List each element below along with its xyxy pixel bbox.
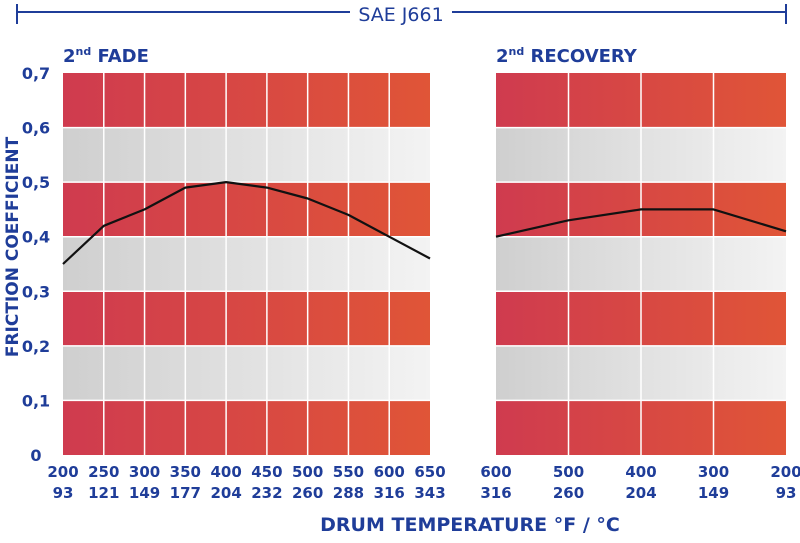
fade-panel: 200 93 250 121 300 149 350 177 400 204 450 232 500 26… (47, 73, 445, 502)
x-tick-label-c: 204 (210, 484, 241, 502)
panel-title-recovery-main: 2 (496, 46, 509, 67)
x-tick-label-c: 288 (333, 484, 364, 502)
y-axis-label: FRICTION COEFFICIENT (3, 136, 23, 357)
x-tick-label-c: 93 (53, 484, 74, 502)
x-tick-label-f: 300 (698, 463, 729, 481)
x-tick-label-c: 204 (625, 484, 656, 502)
header-title: SAE J661 (358, 4, 443, 26)
x-tick-label-f: 450 (251, 463, 282, 481)
x-tick-label-f: 200 (770, 463, 800, 481)
band (63, 291, 430, 346)
x-tick-label-c: 149 (698, 484, 729, 502)
panel-title-fade-sup: nd (76, 45, 92, 58)
x-tick-label-c: 260 (292, 484, 323, 502)
panel-title-fade: 2nd FADE (63, 45, 149, 67)
x-tick-label-f: 250 (88, 463, 119, 481)
band (63, 237, 430, 292)
y-tick-label: 0,5 (22, 173, 50, 192)
band (63, 128, 430, 183)
x-tick-label-f: 300 (129, 463, 160, 481)
x-tick-label-c: 343 (414, 484, 445, 502)
x-tick-label-f: 350 (170, 463, 201, 481)
x-tick-label-f: 600 (374, 463, 405, 481)
panel-title-fade-rest: FADE (91, 46, 149, 67)
panel-title-recovery-rest: RECOVERY (524, 46, 638, 67)
x-tick-label-c: 316 (374, 484, 405, 502)
x-tick-label-c: 149 (129, 484, 160, 502)
x-tick-label-f: 650 (414, 463, 445, 481)
x-tick-label-c: 232 (251, 484, 282, 502)
y-tick-label: 0,1 (22, 391, 50, 410)
panel-title-recovery-sup: nd (509, 45, 525, 58)
x-tick-label-f: 550 (333, 463, 364, 481)
x-tick-label-f: 600 (480, 463, 511, 481)
x-tick-label-f: 400 (210, 463, 241, 481)
band (63, 73, 430, 128)
y-tick-label: 0,7 (22, 64, 50, 83)
x-tick-label-f: 500 (553, 463, 584, 481)
y-tick-label: 0,6 (22, 119, 50, 138)
x-tick-label-c: 316 (480, 484, 511, 502)
panel-title-fade-main: 2 (63, 46, 76, 67)
x-tick-label-f: 200 (47, 463, 78, 481)
x-tick-label-f: 400 (625, 463, 656, 481)
y-tick-label: 0,2 (22, 337, 50, 356)
y-tick-labels: 0,7 0,6 0,5 0,4 0,3 0,2 0,1 0 (22, 64, 50, 465)
x-tick-label-c: 121 (88, 484, 119, 502)
band (63, 346, 430, 401)
panel-title-recovery: 2nd RECOVERY (496, 45, 638, 67)
x-axis-label: DRUM TEMPERATURE °F / °C (320, 514, 620, 536)
x-tick-label-f: 500 (292, 463, 323, 481)
y-tick-label: 0 (30, 446, 41, 465)
recovery-panel: 600 316 500 260 400 204 300 149 200 93 (480, 73, 800, 502)
y-tick-label: 0,3 (22, 282, 50, 301)
x-tick-label-c: 93 (776, 484, 797, 502)
x-tick-label-c: 177 (170, 484, 201, 502)
x-tick-label-c: 260 (553, 484, 584, 502)
band (63, 400, 430, 455)
y-tick-label: 0,4 (22, 228, 50, 247)
